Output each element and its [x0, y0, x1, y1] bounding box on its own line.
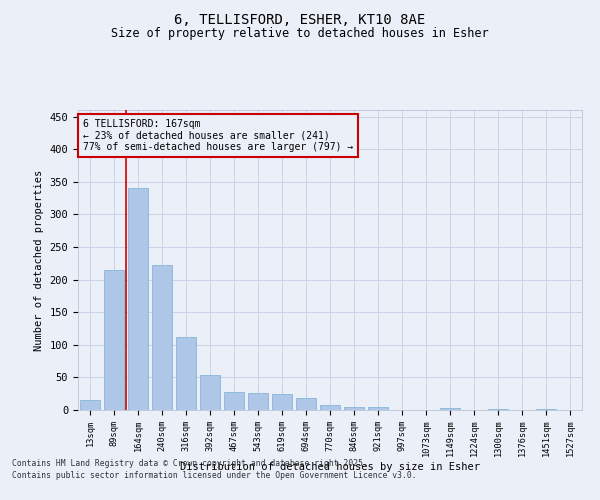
Bar: [320, 405, 340, 410]
Bar: [176, 337, 196, 410]
Bar: [248, 393, 268, 410]
Text: Contains HM Land Registry data © Crown copyright and database right 2025.: Contains HM Land Registry data © Crown c…: [12, 458, 368, 468]
X-axis label: Distribution of detached houses by size in Esher: Distribution of detached houses by size …: [180, 462, 480, 472]
Bar: [296, 398, 316, 410]
Bar: [80, 400, 100, 410]
Bar: [536, 408, 556, 410]
Text: Contains public sector information licensed under the Open Government Licence v3: Contains public sector information licen…: [12, 471, 416, 480]
Bar: [152, 265, 172, 410]
Text: Size of property relative to detached houses in Esher: Size of property relative to detached ho…: [111, 28, 489, 40]
Bar: [128, 188, 148, 410]
Bar: [224, 392, 244, 410]
Bar: [488, 408, 508, 410]
Bar: [440, 408, 460, 410]
Text: 6, TELLISFORD, ESHER, KT10 8AE: 6, TELLISFORD, ESHER, KT10 8AE: [175, 12, 425, 26]
Text: 6 TELLISFORD: 167sqm
← 23% of detached houses are smaller (241)
77% of semi-deta: 6 TELLISFORD: 167sqm ← 23% of detached h…: [83, 119, 353, 152]
Bar: [368, 408, 388, 410]
Y-axis label: Number of detached properties: Number of detached properties: [34, 170, 44, 350]
Bar: [272, 394, 292, 410]
Bar: [104, 270, 124, 410]
Bar: [200, 375, 220, 410]
Bar: [344, 406, 364, 410]
